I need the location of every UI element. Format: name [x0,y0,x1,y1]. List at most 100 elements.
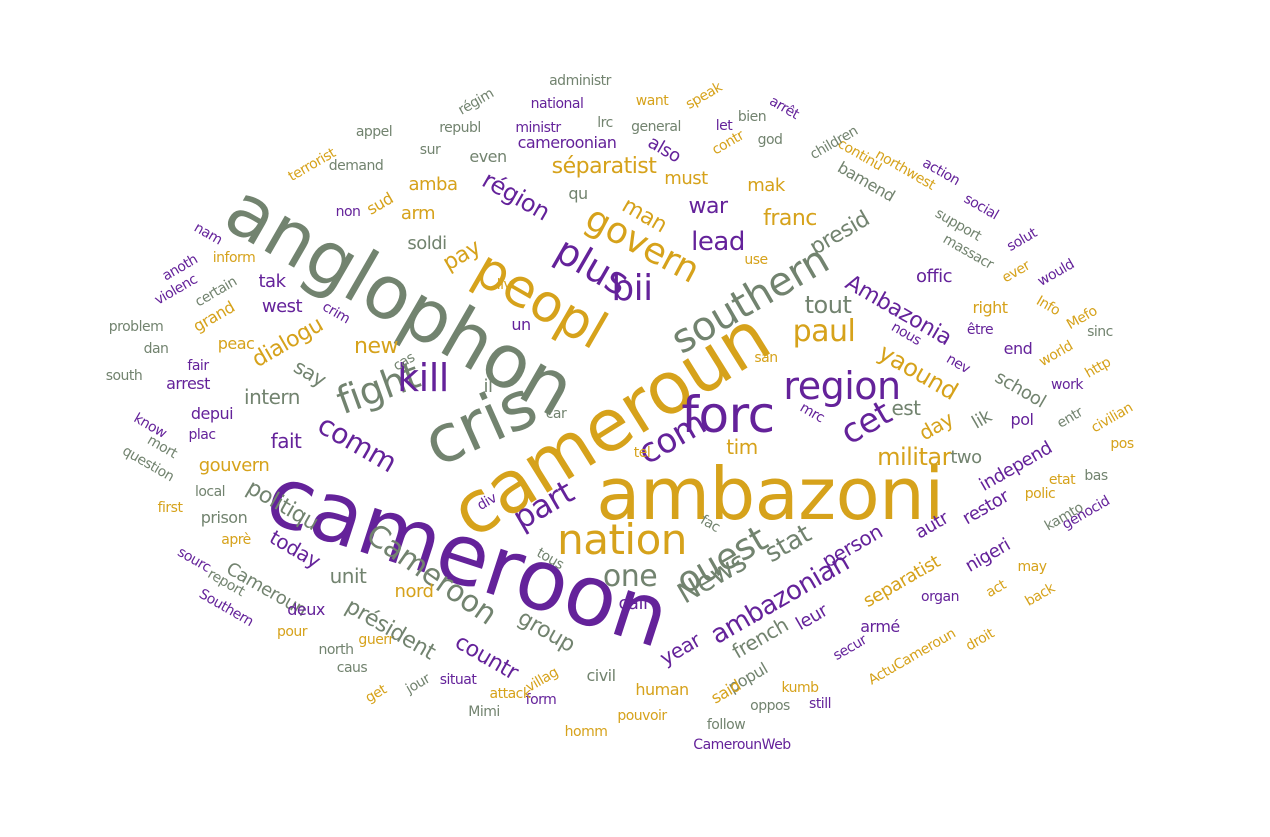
word-camerounweb: CamerounWeb [693,737,791,753]
word-lead: lead [691,227,745,257]
word-gouvern: gouvern [198,455,270,476]
word-world: world [1036,338,1076,370]
word-end: end [1003,339,1033,358]
word-peac: peac [217,334,255,353]
word-pour: pour [276,624,308,640]
word-situat: situat [439,672,477,688]
word-national: national [530,96,584,112]
word-new: new [354,334,398,359]
word-etre: être [966,322,994,338]
word-tout: tout [804,291,852,319]
word-year: year [655,627,705,671]
word-sinc: sinc [1087,324,1113,340]
word-first: first [157,500,183,516]
word-must: must [664,168,708,189]
word-call: call [618,593,648,614]
word-arrest: arrest [166,374,210,393]
word-sourc: sourc [174,544,214,576]
word-one: one [602,559,658,594]
word-use: use [744,252,768,268]
word-problem: problem [108,319,164,335]
word-regim: régim [455,85,497,119]
word-sud: sud [363,188,397,219]
word-civil: civil [586,666,616,685]
word-nord: nord [394,581,434,602]
word-still: still [809,696,831,712]
word-solut: solut [1004,225,1040,255]
word-region: region [783,364,901,408]
word-general: general [631,119,681,135]
word-entr: entr [1054,404,1086,432]
word-sur: sur [419,142,441,158]
word-pouvoir: pouvoir [617,708,667,724]
word-il: il [483,376,493,397]
word-kumb: kumb [781,680,819,696]
word-homm: homm [564,724,608,740]
word-tak: tak [258,271,286,292]
word-bien: bien [737,109,767,125]
word-apre: aprè [221,532,251,548]
word-plac: plac [188,427,216,443]
word-social: social [961,190,1001,224]
word-right: right [972,298,1008,317]
word-dan: dan [143,341,169,357]
word-civilian: civilian [1088,399,1136,437]
word-even: even [469,147,507,166]
word-said: said [707,675,744,708]
word-organ: organ [921,589,959,605]
word-kill: kill [397,356,449,400]
word-forc: forc [681,386,775,444]
word-tel: tel [633,445,651,461]
word-lrc: lrc [597,115,613,131]
word-west: west [261,296,303,317]
word-san: san [754,350,778,366]
word-non: non [335,204,361,220]
word-mimi: Mimi [468,704,500,720]
word-lik: lik [968,405,996,434]
word-secur: secur [830,632,870,664]
word-administr: administr [549,73,611,89]
word-restor: restor [958,485,1013,530]
word-human: human [635,680,689,699]
word-bii: bii [611,268,653,309]
word-polic: polic [1024,486,1056,502]
word-speak: speak [683,79,725,113]
word-intern: intern [244,385,300,409]
word-south: south [105,368,143,384]
word-ever: ever [999,257,1033,287]
word-appel: appel [355,124,393,140]
word-paul: paul [792,314,856,349]
word-would: would [1035,256,1077,290]
word-day: day [914,406,958,446]
word-north: north [318,642,354,658]
word-god: god [757,132,783,148]
word-arret: arrêt [766,93,802,123]
word-work: work [1051,377,1083,393]
word-offic: offic [915,266,953,287]
word-oppos: oppos [750,698,790,714]
word-follow: follow [706,717,746,733]
word-qu: qu [568,184,588,203]
word-droit: droit [963,625,997,655]
word-etat: etat [1048,472,1076,488]
word-liv: liv [496,277,512,293]
word-separatist-fr: séparatist [551,154,657,179]
word-school: school [991,366,1050,413]
word-want: want [635,93,669,109]
word-genocid: genocid [1059,493,1113,533]
word-two: two [950,447,982,468]
word-est: est [891,396,921,420]
word-demand: demand [328,158,384,174]
word-car: car [545,406,567,422]
word-get: get [362,681,390,707]
word-pol: pol [1010,410,1034,429]
word-caus: caus [336,660,368,676]
word-southern-cap: Southern [196,586,256,630]
word-guerr: guerr [358,632,394,648]
word-soldi: soldi [407,233,447,254]
word-mak: mak [747,175,785,196]
word-ministr: ministr [515,120,561,136]
word-cameroonian: cameroonian [517,133,617,152]
word-inform: inform [212,250,256,266]
